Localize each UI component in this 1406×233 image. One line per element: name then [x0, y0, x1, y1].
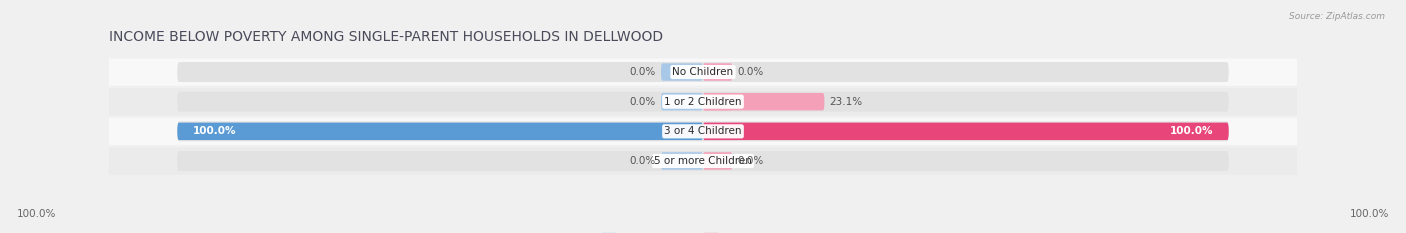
Text: 100.0%: 100.0% — [1170, 126, 1213, 136]
Text: No Children: No Children — [672, 67, 734, 77]
FancyBboxPatch shape — [703, 63, 733, 81]
Text: 0.0%: 0.0% — [738, 156, 763, 166]
Text: 3 or 4 Children: 3 or 4 Children — [664, 126, 742, 136]
Text: 5 or more Children: 5 or more Children — [654, 156, 752, 166]
Text: 0.0%: 0.0% — [738, 67, 763, 77]
Text: 0.0%: 0.0% — [630, 156, 655, 166]
FancyBboxPatch shape — [177, 151, 1229, 171]
Text: INCOME BELOW POVERTY AMONG SINGLE-PARENT HOUSEHOLDS IN DELLWOOD: INCOME BELOW POVERTY AMONG SINGLE-PARENT… — [108, 30, 664, 44]
FancyBboxPatch shape — [703, 123, 1229, 140]
FancyBboxPatch shape — [661, 152, 703, 170]
Text: 100.0%: 100.0% — [1350, 209, 1389, 219]
Text: 100.0%: 100.0% — [17, 209, 56, 219]
FancyBboxPatch shape — [177, 123, 703, 140]
FancyBboxPatch shape — [661, 63, 703, 81]
FancyBboxPatch shape — [703, 152, 733, 170]
Text: Source: ZipAtlas.com: Source: ZipAtlas.com — [1289, 12, 1385, 21]
FancyBboxPatch shape — [177, 121, 1229, 141]
Text: 0.0%: 0.0% — [630, 97, 655, 107]
FancyBboxPatch shape — [703, 93, 733, 110]
Text: 1 or 2 Children: 1 or 2 Children — [664, 97, 742, 107]
FancyBboxPatch shape — [177, 92, 1229, 112]
FancyBboxPatch shape — [661, 93, 703, 110]
Text: 0.0%: 0.0% — [630, 67, 655, 77]
FancyBboxPatch shape — [108, 88, 1298, 115]
FancyBboxPatch shape — [108, 58, 1298, 86]
FancyBboxPatch shape — [703, 93, 824, 110]
Text: 100.0%: 100.0% — [193, 126, 236, 136]
Text: 23.1%: 23.1% — [830, 97, 863, 107]
FancyBboxPatch shape — [177, 62, 1229, 82]
FancyBboxPatch shape — [108, 118, 1298, 145]
FancyBboxPatch shape — [108, 147, 1298, 175]
Legend: Single Father, Single Mother: Single Father, Single Mother — [598, 229, 808, 233]
